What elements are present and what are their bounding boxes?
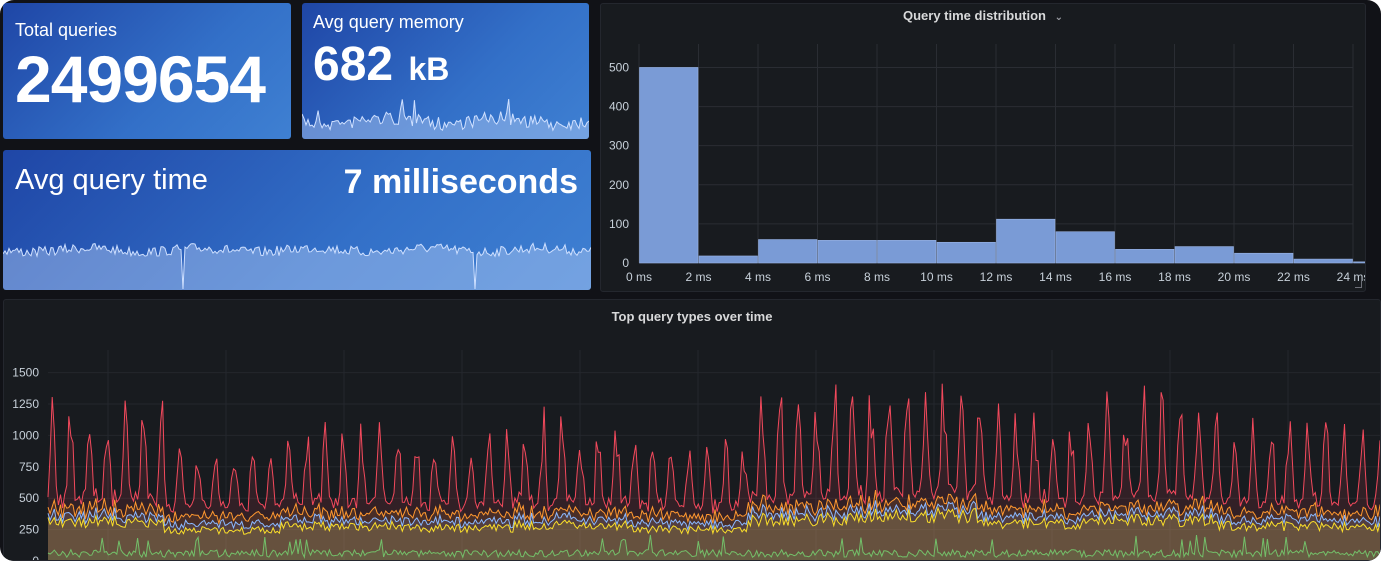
sparkline-line [302, 99, 589, 132]
y-tick-label: 400 [609, 100, 629, 114]
y-tick-label: 0 [32, 554, 39, 561]
series-line-blue [47, 500, 1380, 532]
x-tick-label: 0 ms [626, 270, 652, 284]
total-queries-title: Total queries [15, 20, 118, 40]
top-query-types-panel[interactable]: Top query types over time 0 250 500 750 1000… [3, 299, 1381, 561]
x-tick-label: 4 ms [745, 270, 771, 284]
histogram-bar [936, 241, 996, 264]
histogram-bar [698, 255, 758, 264]
avg-query-memory-panel[interactable]: Avg query memory 682 kB [302, 3, 589, 139]
histogram-bar [758, 239, 818, 264]
panel-title-text: Query time distribution [902, 8, 1046, 23]
top-query-types-chart: 0 250 500 750 1000 1250 1500 [12, 350, 1380, 561]
avg-query-memory-title: Avg query memory [313, 12, 464, 32]
histogram-bar [1353, 261, 1365, 264]
series-line-orange [47, 490, 1380, 526]
avg-query-time-sparkline [3, 241, 591, 290]
query-time-distribution-panel[interactable]: Query time distribution ⌄ 0 100 200 300 400 5… [600, 3, 1366, 292]
y-tick-label: 500 [609, 60, 629, 74]
histogram-bar [996, 218, 1056, 264]
y-tick-label: 100 [609, 217, 629, 231]
series-line-red-fill [48, 383, 1380, 560]
top-query-types-title[interactable]: Top query types over time [611, 309, 773, 324]
series-line-yellow [47, 506, 1380, 536]
avg-query-memory-sparkline [302, 99, 589, 139]
avg-query-memory-unit: kB [408, 51, 450, 87]
x-tick-label: 10 ms [920, 270, 953, 284]
y-tick-label: 300 [609, 139, 629, 153]
query-time-histogram: 0 100 200 300 400 500 0 ms 2 ms 4 ms 6 ms 8 ms 10 m… [609, 44, 1366, 284]
query-time-distribution-title[interactable]: Query time distribution ⌄ [601, 8, 1365, 23]
panel-resize-handle[interactable] [1355, 281, 1362, 288]
x-tick-label: 20 ms [1218, 270, 1251, 284]
histogram-bar [639, 67, 699, 264]
y-tick-label: 0 [622, 256, 629, 270]
sparkline-area [3, 243, 591, 290]
x-tick-label: 6 ms [804, 270, 830, 284]
avg-query-time-title: Avg query time [15, 164, 208, 196]
x-tick-label: 8 ms [864, 270, 890, 284]
histogram-bar [877, 240, 937, 264]
histogram-bar [1293, 258, 1353, 264]
series-line-green [47, 534, 1380, 559]
x-tick-label: 12 ms [980, 270, 1013, 284]
histogram-bar [1174, 246, 1234, 264]
y-tick-label: 750 [19, 460, 39, 474]
histogram-bar [817, 240, 877, 264]
series-line-yellow-fill [48, 507, 1380, 560]
y-tick-label: 250 [19, 523, 39, 537]
x-tick-label: 22 ms [1277, 270, 1310, 284]
total-queries-panel[interactable]: Total queries 2499654 [3, 3, 291, 139]
y-tick-label: 500 [19, 491, 39, 505]
histogram-bar [1234, 252, 1294, 264]
y-tick-label: 200 [609, 178, 629, 192]
x-tick-label: 14 ms [1039, 270, 1072, 284]
chevron-down-icon[interactable]: ⌄ [1054, 12, 1064, 23]
avg-query-memory-value: 682 kB [313, 37, 449, 92]
histogram-bar [1055, 231, 1115, 264]
avg-query-memory-number: 682 [313, 38, 394, 91]
series-line-red [47, 383, 1380, 514]
total-queries-value: 2499654 [15, 42, 266, 116]
x-tick-label: 2 ms [685, 270, 711, 284]
x-tick-label: 16 ms [1099, 270, 1132, 284]
series-line-green-fill [48, 534, 1380, 560]
sparkline-area [302, 99, 589, 139]
y-tick-label: 1500 [12, 366, 39, 380]
y-tick-label: 1000 [12, 428, 39, 442]
x-tick-label: 24 ms [1337, 270, 1366, 284]
sparkline-line [3, 241, 591, 290]
x-tick-label: 18 ms [1158, 270, 1191, 284]
avg-query-time-panel[interactable]: Avg query time 7 milliseconds [3, 150, 591, 290]
histogram-bar [1115, 249, 1175, 264]
avg-query-time-value: 7 milliseconds [343, 163, 578, 201]
y-tick-label: 1250 [12, 397, 39, 411]
